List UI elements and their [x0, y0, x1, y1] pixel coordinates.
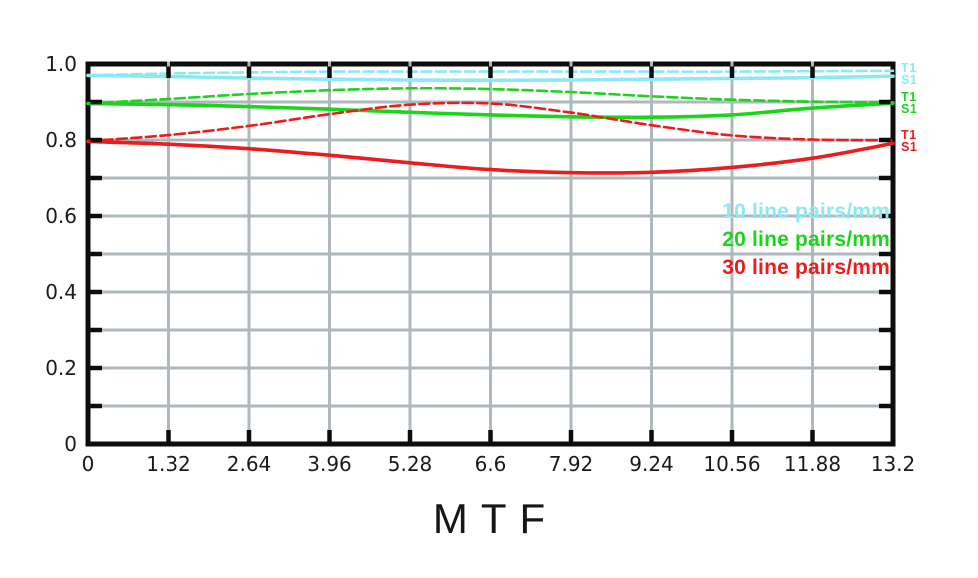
x-tick-label: 6.6 — [475, 452, 507, 476]
curve-10lp-s1 — [86, 73, 895, 83]
x-tick-label: 2.64 — [227, 452, 272, 476]
curve-label-group-10lp: T1 S1 — [901, 60, 918, 87]
curve-label-t1-20lp: T1 — [901, 89, 917, 104]
x-tick-label: 0 — [82, 452, 95, 476]
x-tick-label: 9.24 — [629, 452, 674, 476]
x-tick-label: 7.92 — [549, 452, 594, 476]
y-tick-label: 0.6 — [45, 204, 77, 228]
curve-label-group-30lp: T1 S1 — [901, 129, 918, 154]
x-tick-label: 3.96 — [307, 452, 352, 476]
y-tick-label: 1.0 — [45, 52, 77, 76]
y-tick-label: 0 — [64, 432, 77, 456]
tick-labels: 0 0.2 0.4 0.6 0.8 1.0 0 1.32 2.64 3.96 5.28 6.6 7.92… — [45, 52, 915, 476]
curve-label-t1-10lp: T1 — [901, 60, 917, 75]
chart-title: MTF — [432, 495, 559, 542]
curve-30lp-t1 — [86, 101, 895, 143]
curve-20lp-s1 — [86, 101, 895, 120]
curve-label-s1-10lp: S1 — [901, 73, 918, 87]
curve-label-s1-30lp: S1 — [901, 140, 918, 155]
x-tick-label: 11.88 — [784, 452, 841, 476]
chart-legend: 10 line pairs/mm 20 line pairs/mm 30 lin… — [722, 198, 890, 282]
y-tick-label: 0.4 — [45, 280, 77, 304]
curve-30lp-s1 — [86, 139, 895, 175]
x-tick-label: 10.56 — [703, 452, 760, 476]
curve-label-s1-20lp: S1 — [901, 102, 918, 117]
curve-label-group-20lp: T1 S1 — [901, 91, 918, 116]
axis-ticks — [90, 66, 891, 442]
y-tick-label: 0.8 — [45, 128, 77, 152]
x-tick-label: 13.2 — [871, 452, 916, 476]
x-tick-label: 1.32 — [146, 452, 191, 476]
legend-item-30-line-pairs: 30 line pairs/mm — [722, 256, 890, 279]
y-tick-label: 0.2 — [45, 356, 77, 380]
curve-20lp-t1 — [86, 86, 895, 105]
legend-item-20-line-pairs: 20 line pairs/mm — [722, 228, 890, 251]
x-tick-label: 5.28 — [388, 452, 433, 476]
legend-item-10-line-pairs: 10 line pairs/mm — [722, 200, 890, 223]
curve-label-t1-30lp: T1 — [901, 127, 917, 142]
gridlines — [90, 61, 891, 442]
